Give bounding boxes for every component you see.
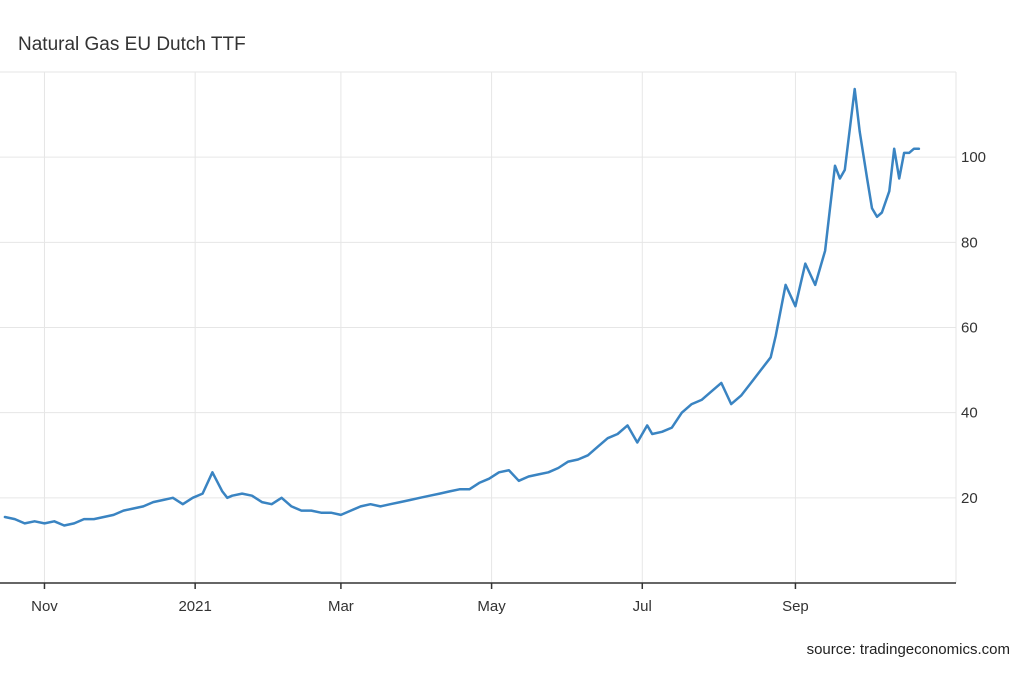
y-tick-label: 40 [961,405,978,422]
x-tick-label: Sep [782,598,809,615]
y-tick-label: 20 [961,490,978,507]
source-note: source: tradingeconomics.com [806,641,1010,658]
series [3,87,921,527]
y-tick-label: 80 [961,234,978,251]
tick-labels: 20 40 60 80 100 Nov 2021 Mar May Jul Sep [31,149,986,615]
axes [0,582,956,589]
chart-title: Natural Gas EU Dutch TTF [18,34,246,55]
chart: 20 40 60 80 100 Nov 2021 Mar May Jul Sep [0,71,986,615]
x-tick-label: May [477,598,506,615]
x-tick-label: 2021 [178,598,211,615]
x-tick-label: Mar [328,598,354,615]
y-tick-label: 60 [961,320,978,337]
x-tick-label: Jul [633,598,652,615]
series-line [3,87,921,527]
grid [0,71,957,583]
y-tick-label: 100 [961,149,986,166]
x-tick-label: Nov [31,598,58,615]
